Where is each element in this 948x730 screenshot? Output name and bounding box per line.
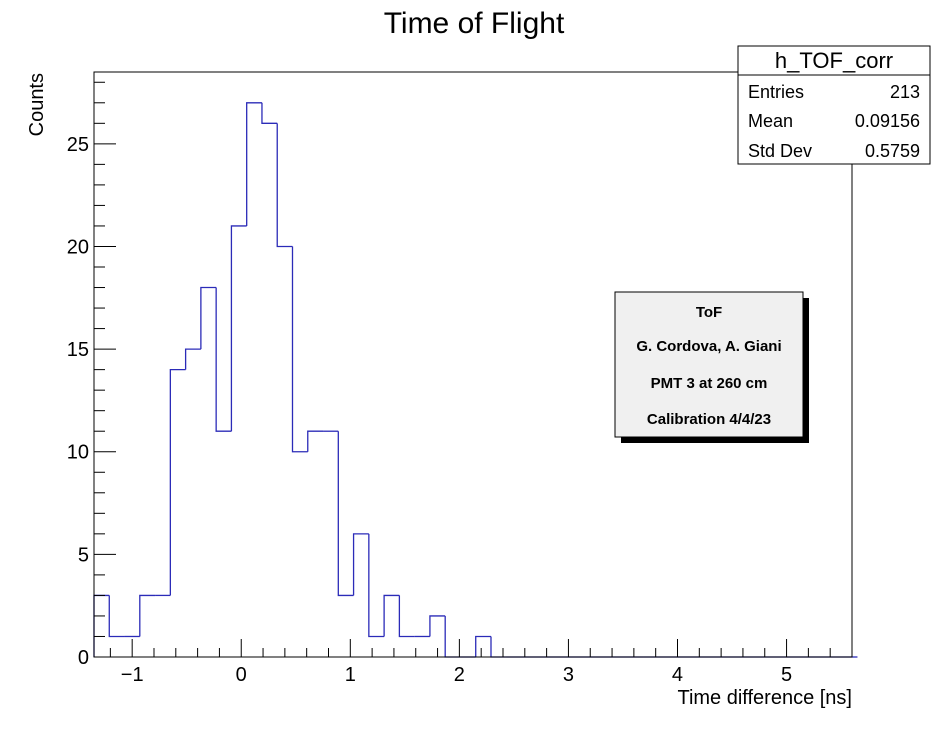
histogram-bin: [490, 636, 507, 658]
histogram-bin: [352, 533, 369, 596]
x-tick-label: 0: [236, 664, 247, 686]
histogram-bin: [276, 123, 293, 248]
y-tick-label: 15: [67, 339, 89, 361]
x-tick-label: 4: [672, 664, 683, 686]
plot-area: −1 0 1 2 3 4 5 0 5 10 15 20 25: [67, 71, 858, 686]
histogram-bin: [215, 287, 232, 432]
y-tick-label: 25: [67, 134, 89, 156]
x-tick-label: 3: [563, 664, 574, 686]
stats-stddev-value: 0.5759: [865, 141, 920, 161]
x-tick-label: 1: [345, 664, 356, 686]
histogram-bin: [93, 594, 110, 657]
stats-entries-value: 213: [890, 82, 920, 102]
histogram-bin: [337, 431, 354, 597]
histogram-bin: [444, 615, 461, 658]
histogram-bin: [429, 615, 446, 637]
plot-frame: [93, 71, 853, 658]
histogram-bin: [246, 102, 262, 226]
y-axis-label: Counts: [26, 73, 48, 136]
histogram-bin: [184, 348, 201, 370]
stats-mean-value: 0.09156: [855, 111, 920, 131]
histogram-bin: [261, 102, 278, 124]
info-box-frame: [614, 291, 804, 438]
stats-stddev-label: Std Dev: [748, 141, 812, 161]
histogram-bin: [368, 533, 385, 638]
info-line-3: PMT 3 at 260 cm: [651, 375, 768, 392]
stats-entries-label: Entries: [748, 82, 804, 102]
stats-box-frame: [737, 45, 931, 165]
histogram-bin: [108, 595, 125, 638]
stats-box-name: h_TOF_corr: [775, 48, 893, 73]
info-line-1: ToF: [696, 304, 722, 321]
y-tick-label: 20: [67, 236, 89, 258]
histogram-bin: [291, 246, 308, 453]
histogram-bin: [475, 635, 491, 657]
info-line-4: Calibration 4/4/23: [647, 411, 771, 428]
x-axis-label: Time difference [ns]: [677, 687, 852, 709]
histogram-bin: [307, 430, 324, 452]
x-tick-label: 5: [781, 664, 792, 686]
histogram-bin: [169, 368, 186, 596]
stats-mean-label: Mean: [748, 111, 793, 131]
histogram-bin: [139, 594, 156, 637]
histogram-bin: [200, 286, 217, 350]
stats-box: h_TOF_corr Entries 213 Mean 0.09156 Std …: [737, 45, 931, 165]
x-tick-label: −1: [121, 664, 144, 686]
histogram-bin: [398, 595, 415, 638]
histogram-bin: [230, 225, 247, 432]
y-tick-label: 10: [67, 442, 89, 464]
histogram-bin: [383, 594, 400, 637]
info-line-2: G. Cordova, A. Giani: [636, 338, 781, 355]
chart-title: Time of Flight: [384, 7, 565, 40]
y-tick-label: 5: [78, 544, 89, 566]
info-box: ToF G. Cordova, A. Giani PMT 3 at 260 cm…: [614, 291, 809, 443]
x-tick-label: 2: [454, 664, 465, 686]
y-tick-label: 0: [78, 647, 89, 669]
